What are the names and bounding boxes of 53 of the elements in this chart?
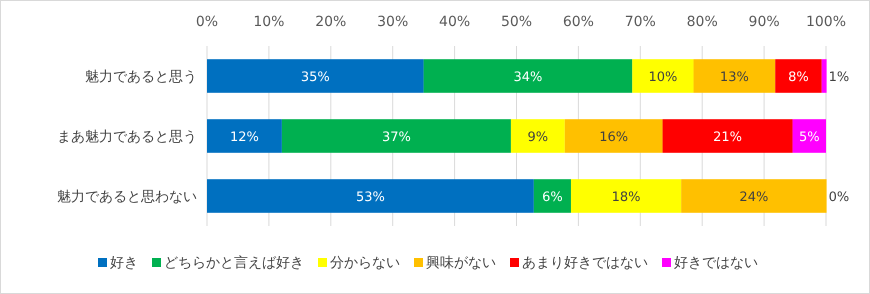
data-label: 10% xyxy=(648,70,678,85)
data-label: 1% xyxy=(828,70,850,85)
bar xyxy=(681,179,827,213)
bar xyxy=(662,119,793,153)
data-label: 0% xyxy=(828,190,850,205)
data-label: 53% xyxy=(356,190,385,205)
bar xyxy=(632,59,694,93)
x-tick-label: 40% xyxy=(439,14,470,30)
x-tick-label: 100% xyxy=(806,14,846,30)
data-label: 9% xyxy=(528,130,548,145)
legend-label: 好き xyxy=(110,255,138,271)
x-tick-label: 60% xyxy=(562,14,594,30)
bar xyxy=(775,59,822,93)
x-tick-label: 70% xyxy=(624,14,656,30)
data-label: 13% xyxy=(720,70,749,85)
legend-label: あまり好きではない xyxy=(522,255,648,271)
bar xyxy=(282,119,511,153)
data-label: 24% xyxy=(739,190,768,205)
bar xyxy=(207,179,534,213)
x-tick-label: 0% xyxy=(196,14,218,30)
legend-label: 興味がない xyxy=(426,255,496,271)
legend-label: 分からない xyxy=(330,255,400,271)
x-tick-label: 20% xyxy=(315,14,346,30)
data-label: 34% xyxy=(514,70,542,85)
data-label: 37% xyxy=(382,130,411,145)
x-tick-label: 10% xyxy=(253,14,284,30)
legend-label: 好きではない xyxy=(674,255,758,271)
data-label: 8% xyxy=(788,70,809,85)
bar xyxy=(207,119,282,153)
legend-label: どちらかと言えば好き xyxy=(164,255,304,271)
x-tick-label: 80% xyxy=(686,14,718,30)
x-tick-label: 50% xyxy=(500,14,532,30)
bar xyxy=(694,59,776,93)
data-label: 12% xyxy=(230,130,259,145)
data-label: 18% xyxy=(612,190,641,205)
bar xyxy=(510,119,565,153)
data-label: 35% xyxy=(300,70,330,85)
bar xyxy=(424,59,632,93)
y-tick-label: 魅力であると思わない xyxy=(57,189,197,205)
data-label: 5% xyxy=(798,130,820,145)
data-label: 6% xyxy=(542,190,563,205)
bar xyxy=(792,119,826,153)
bar xyxy=(534,179,571,213)
bar xyxy=(207,59,424,93)
x-tick-label: 30% xyxy=(377,14,408,30)
x-tick-label: 90% xyxy=(748,14,780,30)
y-tick-label: まあ魅力であると思う xyxy=(57,129,197,145)
bar xyxy=(570,179,682,213)
data-label: 21% xyxy=(713,130,742,145)
bar xyxy=(822,59,827,93)
data-label: 16% xyxy=(599,130,628,145)
y-tick-label: 魅力であると思う xyxy=(85,69,197,85)
bar xyxy=(564,119,663,153)
